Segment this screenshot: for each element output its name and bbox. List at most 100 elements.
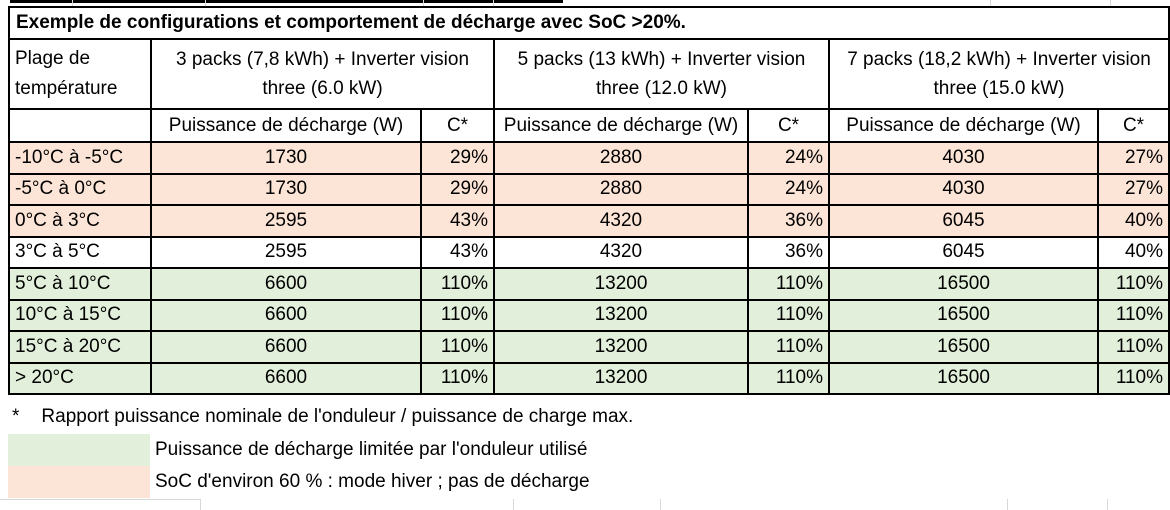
power-cell: 6600 [150, 267, 422, 301]
table-row: 15°C à 20°C 6600 110% 13200 110% 16500 1… [8, 330, 1170, 364]
group-header-7packs: 7 packs (18,2 kWh) + Inverter vision thr… [827, 38, 1170, 110]
c-ratio-cell: 110% [747, 361, 830, 395]
c-ratio-cell: 27% [1096, 172, 1170, 206]
power-cell: 2880 [493, 172, 749, 206]
power-cell: 16500 [828, 330, 1099, 364]
power-cell: 16500 [828, 361, 1099, 395]
temp-range-cell: 10°C à 15°C [8, 298, 152, 332]
power-cell: 6045 [828, 235, 1099, 269]
spreadsheet-gridline [513, 499, 514, 510]
spreadsheet-gridline [990, 0, 991, 6]
legend-item-limited: Puissance de décharge limitée par l'ondu… [8, 434, 587, 466]
power-header: Puissance de décharge (W) [493, 108, 749, 143]
c-ratio-cell: 24% [747, 172, 830, 206]
spreadsheet-gridline [660, 499, 661, 510]
power-cell: 16500 [828, 267, 1099, 301]
temp-range-cell: -5°C à 0°C [8, 172, 152, 206]
c-ratio-cell: 110% [420, 330, 495, 364]
discharge-config-table: Exemple de configurations et comportemen… [7, 6, 1170, 395]
power-cell: 4030 [828, 172, 1099, 206]
temp-range-cell: 3°C à 5°C [8, 235, 152, 269]
footnote-marker: * [12, 406, 20, 427]
c-ratio-header: C* [747, 108, 830, 143]
c-ratio-header: C* [420, 108, 495, 143]
c-ratio-cell: 110% [747, 330, 830, 364]
c-ratio-cell: 110% [420, 267, 495, 301]
top-border-segment [10, 0, 563, 3]
c-ratio-cell: 36% [747, 235, 830, 269]
power-cell: 4320 [493, 204, 749, 238]
temp-range-cell: 0°C à 3°C [8, 204, 152, 238]
legend-item-winter: SoC d'environ 60 % : mode hiver ; pas de… [8, 466, 590, 498]
c-ratio-cell: 29% [420, 141, 495, 175]
group-header-3packs: 3 packs (7,8 kWh) + Inverter vision thre… [150, 38, 495, 110]
corner-header: Plage de température [8, 38, 152, 110]
c-ratio-cell: 110% [420, 298, 495, 332]
sub-header-row: Puissance de décharge (W) C* Puissance d… [8, 108, 1170, 143]
c-ratio-cell: 110% [747, 298, 830, 332]
spreadsheet-gridline [1007, 499, 1008, 510]
table-row: -5°C à 0°C 1730 29% 2880 24% 4030 27% [8, 172, 1170, 206]
group-header-row: Plage de température 3 packs (7,8 kWh) +… [8, 38, 1170, 110]
power-cell: 1730 [150, 172, 422, 206]
c-ratio-cell: 29% [420, 172, 495, 206]
power-header: Puissance de décharge (W) [828, 108, 1099, 143]
spreadsheet-gridline [0, 499, 200, 500]
legend-swatch-green [8, 434, 150, 466]
table-row: 3°C à 5°C 2595 43% 4320 36% 6045 40% [8, 235, 1170, 269]
power-cell: 2880 [493, 141, 749, 175]
power-header: Puissance de décharge (W) [150, 108, 422, 143]
legend-swatch-peach [8, 466, 150, 498]
c-ratio-cell: 110% [1096, 267, 1170, 301]
spreadsheet-gridline [72, 0, 73, 6]
table-row: -10°C à -5°C 1730 29% 2880 24% 4030 27% [8, 141, 1170, 175]
power-cell: 13200 [493, 361, 749, 395]
c-ratio-cell: 110% [1096, 361, 1170, 395]
power-cell: 4030 [828, 141, 1099, 175]
c-ratio-cell: 110% [1096, 298, 1170, 332]
table-row: > 20°C 6600 110% 13200 110% 16500 110% [8, 361, 1170, 395]
legend-label: Puissance de décharge limitée par l'ondu… [155, 439, 588, 460]
table-row: 10°C à 15°C 6600 110% 13200 110% 16500 1… [8, 298, 1170, 332]
spreadsheet-gridline [1110, 0, 1111, 6]
c-ratio-cell: 43% [420, 235, 495, 269]
c-ratio-cell: 110% [420, 361, 495, 395]
footnote-text: Rapport puissance nominale de l'onduleur… [41, 406, 634, 427]
table-row: 0°C à 3°C 2595 43% 4320 36% 6045 40% [8, 204, 1170, 238]
c-ratio-header: C* [1096, 108, 1170, 143]
c-ratio-cell: 27% [1096, 141, 1170, 175]
power-cell: 6600 [150, 361, 422, 395]
power-cell: 16500 [828, 298, 1099, 332]
power-cell: 4320 [493, 235, 749, 269]
spreadsheet-gridline [1107, 499, 1108, 510]
c-ratio-cell: 40% [1096, 235, 1170, 269]
c-ratio-cell: 24% [747, 141, 830, 175]
spreadsheet-gridline [423, 0, 424, 6]
table-row: 5°C à 10°C 6600 110% 13200 110% 16500 11… [8, 267, 1170, 301]
table-title-row: Exemple de configurations et comportemen… [7, 6, 1170, 40]
spreadsheet-gridline [200, 499, 201, 510]
power-cell: 6600 [150, 298, 422, 332]
c-ratio-cell: 110% [747, 267, 830, 301]
power-cell: 13200 [493, 330, 749, 364]
spreadsheet-gridline [493, 0, 494, 6]
power-cell: 13200 [493, 298, 749, 332]
temp-range-cell: 15°C à 20°C [8, 330, 152, 364]
c-ratio-cell: 40% [1096, 204, 1170, 238]
power-cell: 1730 [150, 141, 422, 175]
power-cell: 6600 [150, 330, 422, 364]
table-title: Exemple de configurations et comportemen… [7, 6, 1170, 40]
power-cell: 2595 [150, 204, 422, 238]
temp-range-cell: -10°C à -5°C [8, 141, 152, 175]
c-ratio-cell: 36% [747, 204, 830, 238]
temp-range-cell: 5°C à 10°C [8, 267, 152, 301]
temp-range-cell: > 20°C [8, 361, 152, 395]
power-cell: 6045 [828, 204, 1099, 238]
legend-label: SoC d'environ 60 % : mode hiver ; pas de… [155, 471, 590, 492]
empty-corner-cell [8, 108, 152, 143]
spreadsheet-gridline [205, 0, 206, 6]
c-ratio-cell: 43% [420, 204, 495, 238]
power-cell: 2595 [150, 235, 422, 269]
power-cell: 13200 [493, 267, 749, 301]
footnote: * Rapport puissance nominale de l'ondule… [12, 402, 633, 432]
